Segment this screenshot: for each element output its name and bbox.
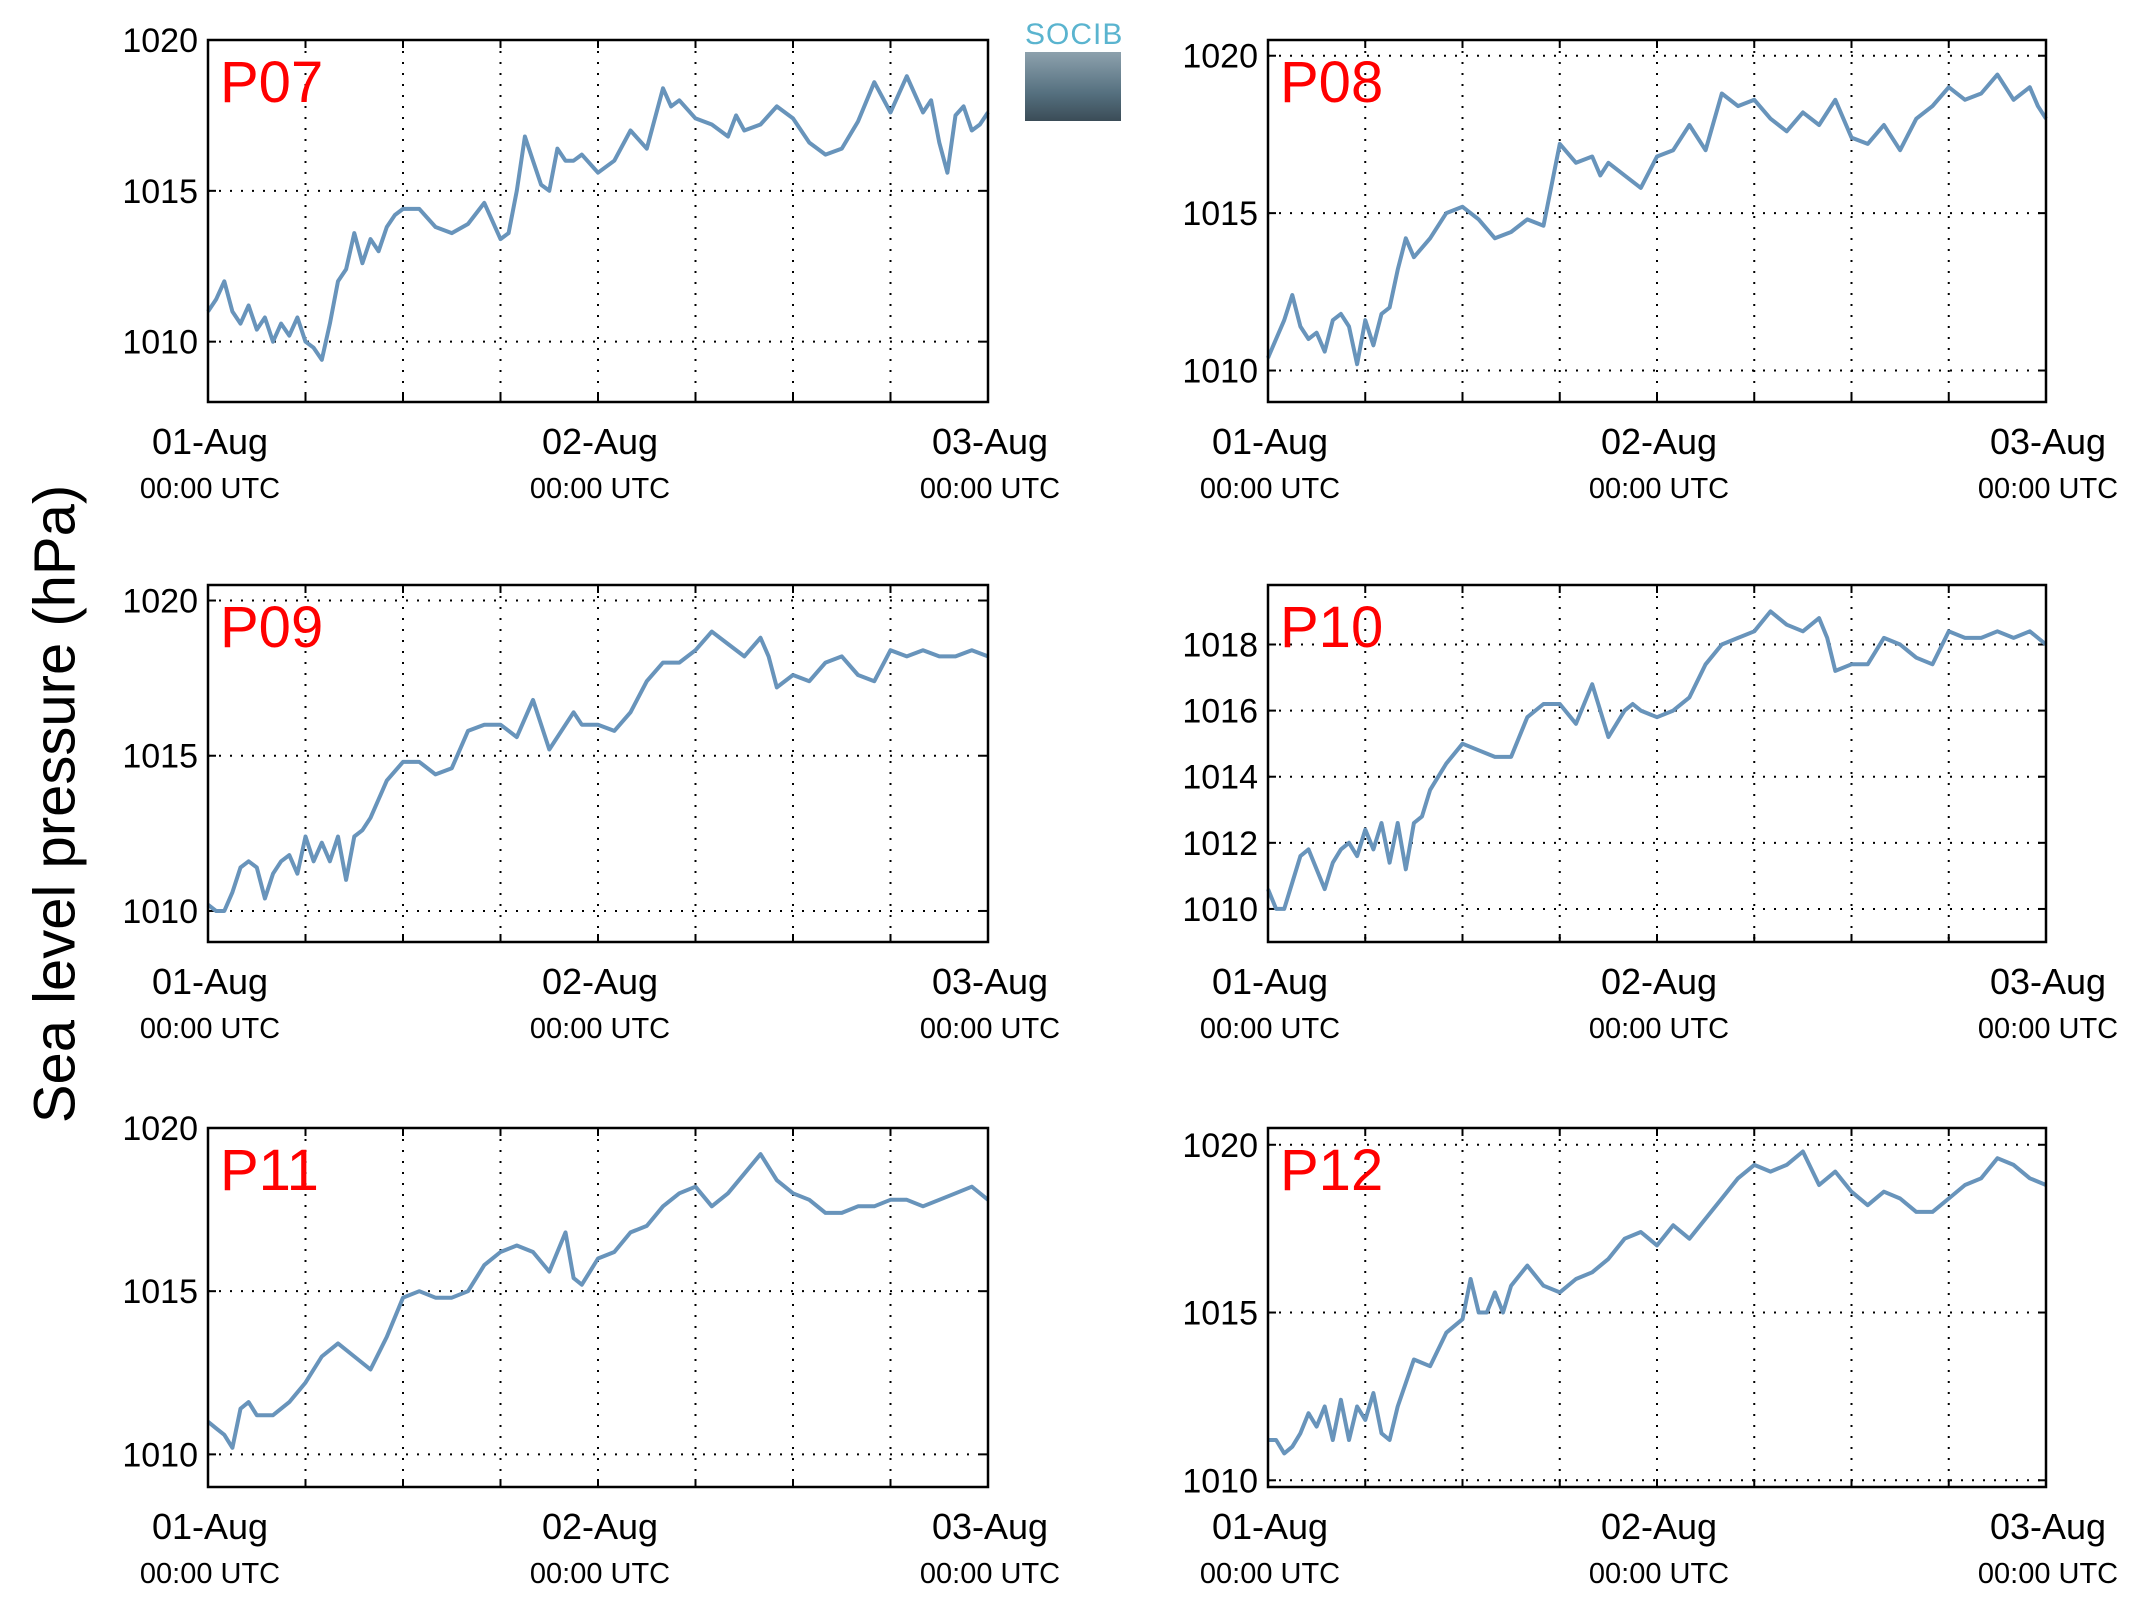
x-tick-label-time: 00:00 UTC xyxy=(530,473,670,505)
chart-panel-p09: 1010 1015 1020 01-Aug 00:00 UTC 02-Aug 00:00 U… xyxy=(122,583,1060,1045)
y-axis-label-container: Sea level pressure (hPa) xyxy=(23,0,88,1608)
x-tick-label-date: 02-Aug xyxy=(542,961,658,1002)
y-tick-label: 1010 xyxy=(1182,1462,1258,1500)
chart-panel-p11: 1010 1015 1020 01-Aug 00:00 UTC 02-Aug 00:00 U… xyxy=(122,1110,1060,1590)
x-tick-label-date: 03-Aug xyxy=(1990,421,2106,462)
y-tick-label: 1020 xyxy=(122,583,198,621)
x-tick-label-date: 03-Aug xyxy=(1990,1506,2106,1547)
y-tick-label: 1020 xyxy=(1182,1127,1258,1165)
pressure-series-line xyxy=(1266,72,2048,367)
x-tick-label-time: 00:00 UTC xyxy=(140,1558,280,1590)
x-tick-label-date: 03-Aug xyxy=(932,1506,1048,1547)
y-tick-label: 1015 xyxy=(1182,1295,1258,1333)
x-tick-label-time: 00:00 UTC xyxy=(1589,473,1729,505)
y-tick-label: 1010 xyxy=(1182,353,1258,391)
x-tick-label-date: 02-Aug xyxy=(542,1506,658,1547)
panel-title: P10 xyxy=(1280,595,1383,660)
panel-title: P12 xyxy=(1280,1138,1383,1203)
x-tick-label-time: 00:00 UTC xyxy=(920,473,1060,505)
x-tick-label-date: 01-Aug xyxy=(152,961,268,1002)
x-tick-label-time: 00:00 UTC xyxy=(1200,1013,1340,1045)
x-tick-label-time: 00:00 UTC xyxy=(1200,1558,1340,1590)
axes-frame xyxy=(1266,1126,2048,1489)
axes-frame xyxy=(206,583,990,944)
x-tick-label-date: 01-Aug xyxy=(1212,421,1328,462)
axes-frame xyxy=(1266,38,2048,404)
x-tick-label-time: 00:00 UTC xyxy=(1978,473,2118,505)
y-tick-label: 1014 xyxy=(1182,759,1258,797)
panel-title: P11 xyxy=(220,1138,319,1203)
x-tick-label-time: 00:00 UTC xyxy=(530,1558,670,1590)
axes-frame xyxy=(206,1126,990,1489)
chart-panel-p10: 1010 1012 1014 1016 1018 01-Aug 00:00 UTC 02-Au… xyxy=(1182,583,2118,1045)
logo-text: SOCIB xyxy=(1025,18,1124,51)
panel-title: P09 xyxy=(220,595,323,660)
pressure-series-line xyxy=(206,629,989,913)
x-tick-label-date: 02-Aug xyxy=(542,421,658,462)
chart-panel-p12: 1010 1015 1020 01-Aug 00:00 UTC 02-Aug 00:00 U… xyxy=(1182,1126,2118,1590)
x-tick-label-date: 02-Aug xyxy=(1601,421,1717,462)
x-tick-label-date: 03-Aug xyxy=(932,961,1048,1002)
x-tick-label-time: 00:00 UTC xyxy=(1589,1013,1729,1045)
x-tick-label-time: 00:00 UTC xyxy=(530,1013,670,1045)
axes-frame xyxy=(1266,583,2048,944)
x-tick-label-date: 02-Aug xyxy=(1601,961,1717,1002)
pressure-series-line xyxy=(206,1152,990,1450)
pressure-series-line xyxy=(1266,609,2048,911)
socib-logo: SOCIB xyxy=(1025,18,1124,121)
y-tick-label: 1020 xyxy=(1182,38,1258,76)
x-tick-label-time: 00:00 UTC xyxy=(140,473,280,505)
y-tick-label: 1015 xyxy=(122,173,198,211)
x-tick-label-date: 03-Aug xyxy=(932,421,1048,462)
pressure-series-line xyxy=(206,74,990,362)
panel-title: P07 xyxy=(220,50,323,115)
y-tick-label: 1010 xyxy=(1182,891,1258,929)
y-tick-label: 1020 xyxy=(122,22,198,60)
y-tick-label: 1010 xyxy=(122,893,198,931)
y-axis-label: Sea level pressure (hPa) xyxy=(22,484,88,1124)
y-tick-label: 1010 xyxy=(122,324,198,362)
y-tick-label: 1012 xyxy=(1182,825,1258,863)
x-tick-label-date: 02-Aug xyxy=(1601,1506,1717,1547)
y-tick-label: 1015 xyxy=(122,1273,198,1311)
chart-panel-p07: 1010 1015 1020 01-Aug 00:00 UTC 02-Aug 00:00 U… xyxy=(122,22,1060,505)
x-tick-label-date: 01-Aug xyxy=(152,1506,268,1547)
pressure-series-line xyxy=(1268,1149,2047,1456)
chart-panel-p08: 1010 1015 1020 01-Aug 00:00 UTC 02-Aug 00:00 U… xyxy=(1182,38,2118,505)
y-tick-label: 1016 xyxy=(1182,693,1258,731)
x-tick-label-time: 00:00 UTC xyxy=(1589,1558,1729,1590)
x-tick-label-date: 03-Aug xyxy=(1990,961,2106,1002)
x-tick-label-date: 01-Aug xyxy=(1212,1506,1328,1547)
x-tick-label-date: 01-Aug xyxy=(1212,961,1328,1002)
y-tick-label: 1010 xyxy=(122,1436,198,1474)
panel-title: P08 xyxy=(1280,50,1383,115)
x-tick-label-date: 01-Aug xyxy=(152,421,268,462)
x-tick-label-time: 00:00 UTC xyxy=(920,1558,1060,1590)
axes-frame xyxy=(206,38,990,404)
x-tick-label-time: 00:00 UTC xyxy=(140,1013,280,1045)
y-tick-label: 1018 xyxy=(1182,627,1258,665)
x-tick-label-time: 00:00 UTC xyxy=(1200,473,1340,505)
y-tick-label: 1015 xyxy=(122,738,198,776)
logo-graphic xyxy=(1025,52,1121,121)
x-tick-label-time: 00:00 UTC xyxy=(920,1013,1060,1045)
y-tick-label: 1015 xyxy=(1182,195,1258,233)
x-tick-label-time: 00:00 UTC xyxy=(1978,1013,2118,1045)
x-tick-label-time: 00:00 UTC xyxy=(1978,1558,2118,1590)
y-tick-label: 1020 xyxy=(122,1110,198,1148)
